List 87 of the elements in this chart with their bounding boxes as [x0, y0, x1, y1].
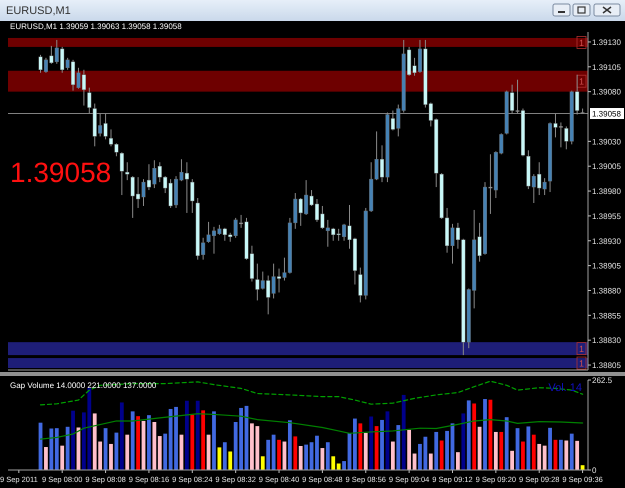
bar: [456, 452, 460, 470]
bar: [66, 426, 70, 470]
bar: [218, 447, 222, 470]
bar: [554, 440, 558, 470]
bar: [293, 436, 298, 470]
y-tick-label: 1.38855: [592, 311, 622, 320]
bar: [114, 432, 118, 470]
bar: [374, 426, 378, 470]
bar: [570, 434, 574, 470]
bar: [428, 454, 433, 470]
y-tick-label: 1.39030: [592, 137, 622, 146]
chart-subtitle: EURUSD,M1 1.39059 1.39063 1.39058 1.39058: [10, 22, 182, 31]
chart-title: EURUSD,M1: [6, 5, 71, 17]
y-tick-label: 1.38880: [592, 286, 622, 296]
candlestick: [120, 152, 124, 196]
y-tick-label: 1.38980: [592, 187, 622, 196]
bar: [478, 426, 482, 470]
bar: [510, 450, 514, 470]
bar: [196, 400, 200, 470]
bar: [228, 451, 232, 470]
candlestick: [190, 178, 194, 214]
band-label: 1: [578, 38, 584, 48]
bar: [184, 400, 189, 470]
bar: [298, 446, 303, 470]
bar: [558, 440, 563, 470]
y-tick-label: 1.38805: [592, 361, 622, 370]
bar: [76, 427, 80, 470]
y-tick-label: 1.38930: [592, 236, 622, 246]
bar: [190, 414, 194, 470]
bar: [44, 447, 48, 470]
band-label: 1: [578, 344, 584, 354]
bar: [320, 448, 324, 470]
bar: [488, 400, 492, 470]
y-tick-label: 0: [592, 466, 597, 475]
bar: [575, 440, 580, 470]
bar: [109, 444, 113, 470]
bar: [548, 428, 552, 470]
bar: [532, 434, 536, 470]
bar: [60, 446, 64, 470]
bar: [521, 442, 525, 470]
candlestick: [125, 162, 130, 181]
y-tick-label: 1.38955: [592, 212, 622, 221]
bar: [494, 432, 498, 470]
y-tick-label: 1.39130: [592, 38, 622, 47]
y-tick-label: 262.5: [592, 376, 613, 385]
bar: [386, 411, 390, 470]
bar: [390, 442, 395, 470]
bar: [38, 422, 42, 470]
bar: [499, 432, 504, 470]
bar: [326, 442, 330, 470]
ref-line-label: 1.39058: [592, 110, 622, 119]
line-series: [40, 413, 584, 440]
bar: [483, 399, 487, 470]
y-tick-label: 1.38905: [592, 262, 622, 271]
bar: [364, 432, 368, 470]
bar: [282, 442, 286, 470]
bar: [120, 402, 124, 470]
bar: [466, 400, 471, 470]
bar: [147, 415, 151, 470]
bar: [526, 426, 530, 470]
band-label: 1: [578, 358, 584, 369]
bar: [472, 403, 476, 470]
y-tick-label: 1.38830: [592, 336, 622, 346]
bar: [142, 420, 146, 470]
y-tick-label: 1.39105: [592, 62, 622, 72]
bar: [180, 434, 184, 470]
bar: [136, 416, 140, 470]
bar: [206, 434, 210, 470]
bar: [125, 434, 130, 470]
bar: [201, 410, 206, 470]
bar: [277, 440, 281, 470]
bar: [434, 432, 438, 470]
bar: [104, 428, 108, 470]
bar: [222, 442, 227, 470]
bar: [440, 440, 444, 470]
bar: [288, 420, 292, 470]
bar: [580, 465, 584, 470]
bar: [380, 420, 384, 470]
band-label: 1: [578, 76, 584, 87]
annotation: 1.39058: [10, 157, 112, 188]
bar: [564, 440, 568, 470]
bar: [71, 410, 75, 470]
bar: [212, 411, 216, 470]
y-tick-label: 1.39005: [592, 162, 622, 172]
y-tick-label: 1.39080: [592, 88, 622, 97]
bar: [369, 416, 374, 470]
bar: [516, 428, 520, 470]
